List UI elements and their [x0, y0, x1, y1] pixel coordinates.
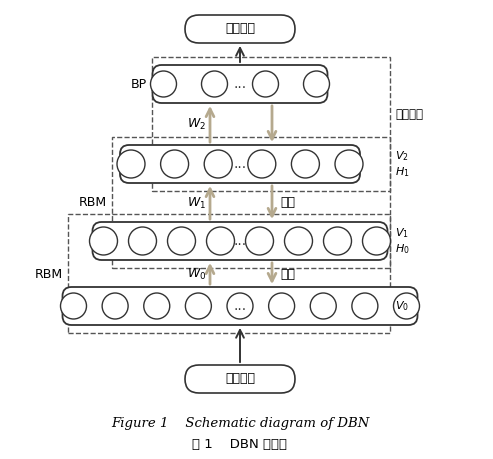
Circle shape — [90, 227, 117, 255]
Circle shape — [323, 227, 352, 255]
Bar — [68, 214, 390, 333]
Circle shape — [352, 293, 378, 319]
Text: 输出数据: 输出数据 — [225, 22, 255, 35]
Text: $W_2$: $W_2$ — [187, 117, 206, 132]
Circle shape — [161, 150, 189, 178]
Circle shape — [310, 293, 336, 319]
Circle shape — [393, 293, 420, 319]
FancyBboxPatch shape — [120, 145, 360, 183]
FancyBboxPatch shape — [152, 65, 327, 103]
Circle shape — [168, 227, 196, 255]
Circle shape — [150, 71, 176, 97]
Text: 微调: 微调 — [280, 196, 295, 209]
Text: $H_0$: $H_0$ — [395, 242, 410, 256]
Circle shape — [61, 293, 86, 319]
Circle shape — [129, 227, 156, 255]
Circle shape — [304, 71, 329, 97]
Circle shape — [117, 150, 145, 178]
Text: $V_0$: $V_0$ — [395, 299, 409, 313]
Circle shape — [227, 293, 253, 319]
Circle shape — [185, 293, 211, 319]
FancyBboxPatch shape — [185, 365, 295, 393]
Text: ...: ... — [234, 157, 246, 171]
Text: RBM: RBM — [79, 196, 107, 209]
Circle shape — [291, 150, 319, 178]
FancyBboxPatch shape — [63, 287, 418, 325]
FancyBboxPatch shape — [185, 15, 295, 43]
Circle shape — [207, 227, 235, 255]
Text: RBM: RBM — [35, 268, 63, 280]
Circle shape — [246, 227, 274, 255]
Circle shape — [252, 71, 279, 97]
Text: $H_1$: $H_1$ — [395, 165, 410, 179]
Circle shape — [144, 293, 170, 319]
Text: 微调: 微调 — [280, 268, 295, 280]
Circle shape — [248, 150, 276, 178]
Text: ...: ... — [234, 234, 246, 248]
Circle shape — [269, 293, 295, 319]
Text: 反向传播: 反向传播 — [395, 107, 423, 121]
Text: $V_2$: $V_2$ — [395, 149, 409, 163]
FancyBboxPatch shape — [93, 222, 387, 260]
Bar — [152, 57, 390, 191]
Circle shape — [102, 293, 128, 319]
Text: BP: BP — [131, 78, 147, 90]
Circle shape — [204, 150, 232, 178]
Text: 图 1    DBN 原理图: 图 1 DBN 原理图 — [192, 438, 287, 452]
Circle shape — [202, 71, 227, 97]
Text: ...: ... — [234, 299, 246, 313]
Text: $W_1$: $W_1$ — [187, 196, 206, 211]
Circle shape — [362, 227, 390, 255]
Text: Figure 1    Schematic diagram of DBN: Figure 1 Schematic diagram of DBN — [111, 418, 369, 431]
Bar — [112, 137, 390, 268]
Circle shape — [335, 150, 363, 178]
Text: ...: ... — [234, 77, 246, 91]
Circle shape — [284, 227, 313, 255]
Text: 输入数据: 输入数据 — [225, 373, 255, 386]
Text: $V_1$: $V_1$ — [395, 226, 409, 240]
Text: $W_0$: $W_0$ — [187, 267, 206, 281]
